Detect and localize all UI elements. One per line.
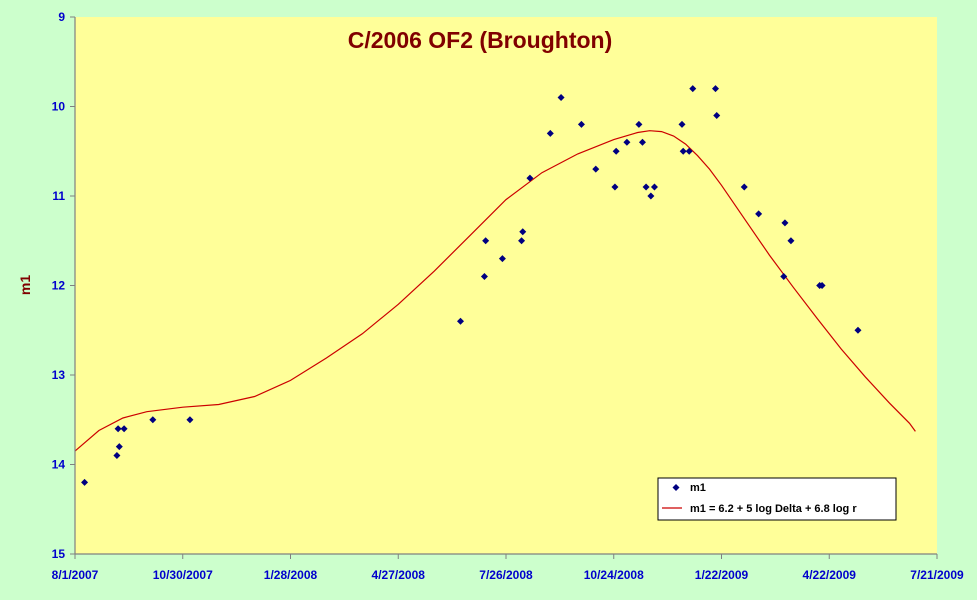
- data-point: [482, 237, 490, 245]
- y-tick-label: 15: [52, 547, 66, 561]
- data-point: [818, 282, 826, 289]
- data-point: [755, 210, 763, 218]
- legend-label-m1: m1: [690, 482, 706, 494]
- fit-curve-layer: [74, 130, 916, 452]
- data-point: [557, 94, 565, 102]
- data-point: [635, 120, 643, 128]
- data-point: [518, 237, 526, 245]
- data-point: [689, 85, 697, 93]
- data-point: [480, 273, 488, 281]
- data-point: [647, 192, 655, 200]
- data-point: [115, 443, 123, 451]
- x-tick-label: 4/27/2008: [372, 568, 426, 582]
- legend-marker-m1: [672, 484, 680, 491]
- y-tick-label: 11: [52, 189, 65, 203]
- chart-title: C/2006 OF2 (Broughton): [348, 27, 613, 53]
- legend: m1 m1 = 6.2 + 5 log Delta + 6.8 log r: [657, 477, 897, 521]
- data-point: [519, 228, 527, 236]
- data-point: [787, 237, 795, 245]
- y-tick-label: 14: [52, 458, 66, 472]
- data-point: [577, 120, 585, 128]
- data-point: [685, 147, 693, 155]
- data-point: [120, 425, 128, 433]
- x-tick-label: 7/21/2009: [910, 568, 964, 582]
- y-tick-label: 13: [52, 368, 66, 382]
- fit-curve: [74, 130, 916, 452]
- data-point: [854, 326, 862, 334]
- x-tick-label: 1/22/2009: [695, 568, 749, 582]
- data-point: [546, 129, 554, 137]
- y-tick-label: 10: [52, 100, 66, 114]
- data-point: [679, 147, 687, 155]
- data-point: [592, 165, 600, 173]
- data-point: [678, 120, 686, 128]
- axes: 9 10 11 12 13 14 15 8/1/2007 10/30/2007 1/28/2008…: [52, 10, 964, 582]
- y-tick-label: 12: [52, 279, 66, 293]
- data-point: [612, 147, 620, 155]
- data-point: [149, 416, 157, 424]
- x-tick-label: 7/26/2008: [479, 568, 533, 582]
- data-point: [712, 85, 720, 93]
- x-tick-label: 10/24/2008: [584, 568, 644, 582]
- x-tick-label: 10/30/2007: [153, 568, 213, 582]
- data-point: [713, 111, 721, 119]
- data-point: [186, 416, 194, 424]
- x-tick-label: 4/22/2009: [803, 568, 857, 582]
- legend-box: [657, 477, 897, 521]
- x-tick-label: 1/28/2008: [264, 568, 318, 582]
- data-point: [114, 425, 122, 433]
- data-point: [638, 138, 646, 146]
- data-point: [650, 183, 658, 191]
- y-axis-label: m1: [17, 275, 33, 295]
- plot-area: [75, 17, 937, 554]
- data-points-layer: [81, 85, 862, 486]
- data-point: [457, 317, 465, 325]
- data-point: [780, 273, 788, 281]
- data-point: [498, 255, 506, 263]
- x-tick-label: 8/1/2007: [52, 568, 99, 582]
- data-point: [526, 174, 534, 182]
- data-point: [781, 219, 789, 227]
- data-point: [740, 183, 748, 191]
- data-point: [611, 183, 619, 191]
- data-point: [642, 183, 650, 191]
- data-point: [623, 138, 631, 146]
- data-point: [81, 478, 89, 486]
- y-tick-label: 9: [58, 10, 65, 24]
- data-point: [113, 452, 121, 460]
- legend-label-fit: m1 = 6.2 + 5 log Delta + 6.8 log r: [690, 503, 857, 515]
